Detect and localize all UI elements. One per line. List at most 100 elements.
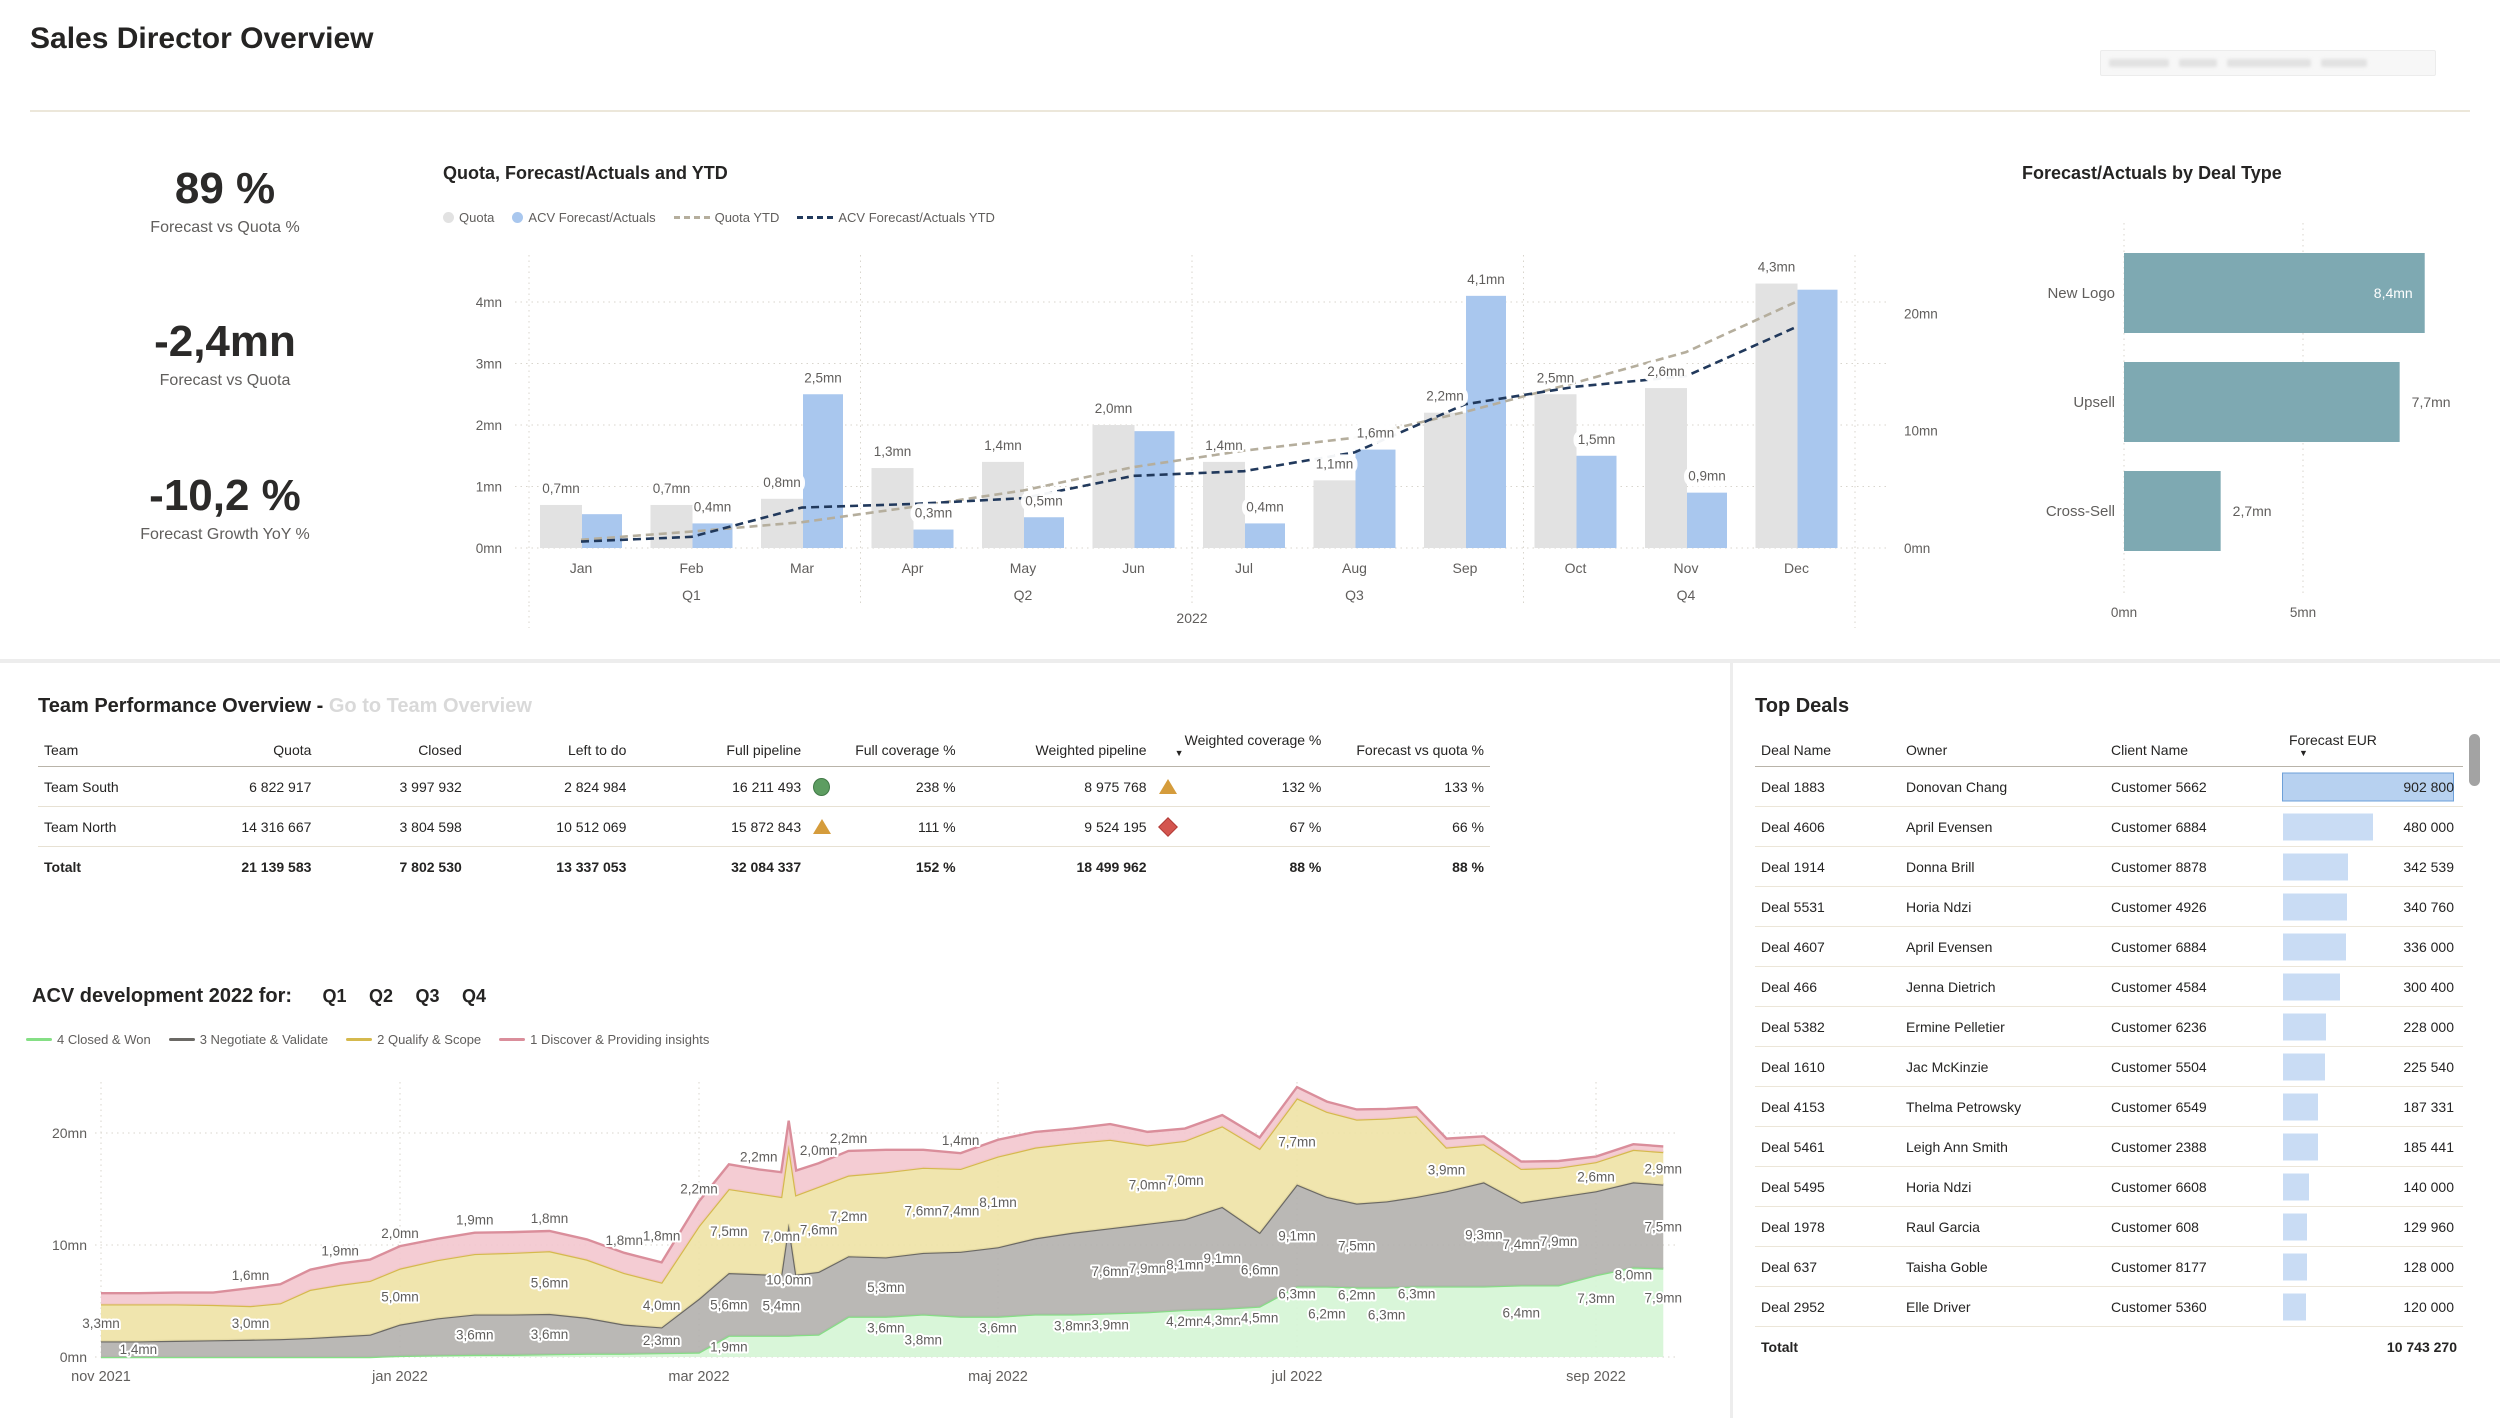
- legend-item-quota[interactable]: Quota: [443, 210, 494, 225]
- x-axis-tick: mar 2022: [668, 1369, 729, 1385]
- quota-bar-Jan[interactable]: [540, 504, 582, 548]
- top-deals-table[interactable]: Deal Name Owner Client Name Forecast EUR ▼ De…: [1755, 728, 2463, 1366]
- deal-bar-new-logo[interactable]: [2124, 253, 2425, 333]
- column-header-weighted-pipeline[interactable]: Weighted pipeline: [961, 728, 1153, 767]
- forecast-databar: [2283, 893, 2347, 920]
- deal-row-deal-5495[interactable]: Deal 5495 Horia Ndzi Customer 6608 140 000: [1755, 1166, 2463, 1207]
- legend-item-closed-won[interactable]: 4 Closed & Won: [26, 1032, 151, 1047]
- acv-bar-Jul[interactable]: [1245, 523, 1285, 548]
- column-header-left-to-do[interactable]: Left to do: [467, 728, 633, 767]
- svg-text:9,1mn: 9,1mn: [1278, 1228, 1316, 1243]
- blurred-filter-bar[interactable]: [2100, 50, 2436, 76]
- quota-bar-Dec[interactable]: [1755, 283, 1798, 548]
- quota-bar-Nov[interactable]: [1645, 388, 1687, 548]
- acv-bar-Oct[interactable]: [1576, 455, 1617, 548]
- quota-bar-Sep[interactable]: [1424, 412, 1466, 548]
- column-header-team[interactable]: Team: [38, 728, 165, 767]
- svg-text:7,9mn: 7,9mn: [1645, 1291, 1683, 1306]
- top-deals-table-wrap: Deal Name Owner Client Name Forecast EUR ▼ De…: [1755, 728, 2463, 1366]
- quota-bar-Jul[interactable]: [1203, 461, 1245, 548]
- tab-q2[interactable]: Q2: [369, 986, 394, 1006]
- team-performance-title: Team Performance Overview -: [38, 695, 329, 717]
- team-performance-table[interactable]: Team Quota Closed Left to do Full pipeline Fu…: [38, 728, 1490, 886]
- forecast-databar: [2283, 1053, 2325, 1080]
- acv-bar-Jun[interactable]: [1134, 431, 1175, 548]
- deal-row-deal-2952[interactable]: Deal 2952 Elle Driver Customer 5360 120 000: [1755, 1286, 2463, 1327]
- area-band-1[interactable]: [101, 1182, 1664, 1357]
- top-deals-scrollbar[interactable]: [2469, 734, 2480, 786]
- status-diamond-red-icon: [1157, 816, 1178, 837]
- svg-text:5,4mn: 5,4mn: [762, 1298, 800, 1313]
- quota-bar-Aug[interactable]: [1313, 480, 1356, 548]
- area-band-3[interactable]: [101, 1087, 1664, 1307]
- legend-item-acv-ytd[interactable]: ACV Forecast/Actuals YTD: [797, 210, 995, 225]
- quota-bar-May[interactable]: [982, 461, 1024, 548]
- column-header-forecast-vs-quota-[interactable]: Forecast vs quota %: [1327, 728, 1490, 767]
- team-total-row[interactable]: Totalt 21 139 583 7 802 530 13 337 053 32 08…: [38, 846, 1490, 886]
- y-axis-left-tick: 0mn: [476, 541, 502, 556]
- legend-item-qualify[interactable]: 2 Qualify & Scope: [346, 1032, 481, 1047]
- deal-row-deal-4606[interactable]: Deal 4606 April Evensen Customer 6884 480 0…: [1755, 806, 2463, 847]
- acv-bar-Dec[interactable]: [1797, 289, 1838, 548]
- column-header-weighted-coverage-[interactable]: Weighted coverage % ▼: [1152, 728, 1328, 767]
- deal-row-deal-1914[interactable]: Deal 1914 Donna Brill Customer 8878 342 539: [1755, 846, 2463, 887]
- deal-row-deal-1610[interactable]: Deal 1610 Jac McKinzie Customer 5504 225 54…: [1755, 1046, 2463, 1087]
- deal-row-deal-1978[interactable]: Deal 1978 Raul Garcia Customer 608 129 960: [1755, 1206, 2463, 1247]
- deal-row-deal-4607[interactable]: Deal 4607 April Evensen Customer 6884 336 0…: [1755, 926, 2463, 967]
- x-axis-tick: jul 2022: [1271, 1369, 1323, 1385]
- svg-text:2,2mn: 2,2mn: [740, 1149, 778, 1164]
- area-band-0[interactable]: [101, 1267, 1664, 1357]
- column-header-quota[interactable]: Quota: [165, 728, 318, 767]
- deal-type-chart[interactable]: 0mn 5mn New Logo 8,4mn Upsell 7,7mn Cross-Sell…: [2005, 195, 2497, 640]
- acv-bar-Mar[interactable]: [803, 394, 843, 548]
- acv-bar-May[interactable]: [1024, 517, 1064, 548]
- legend-item-quota-ytd[interactable]: Quota YTD: [673, 210, 779, 225]
- quota-bar-Jun[interactable]: [1092, 425, 1135, 548]
- acv-bar-Apr[interactable]: [913, 529, 954, 548]
- deal-row-deal-5531[interactable]: Deal 5531 Horia Ndzi Customer 4926 340 760: [1755, 886, 2463, 927]
- deal-row-deal-1883[interactable]: Deal 1883 Donovan Chang Customer 5662 902 8…: [1755, 766, 2463, 807]
- svg-text:8,0mn: 8,0mn: [1615, 1267, 1653, 1282]
- quota-bar-Oct[interactable]: [1534, 394, 1577, 548]
- deal-bar-upsell[interactable]: [2124, 362, 2400, 442]
- quota-bar-Feb[interactable]: [650, 504, 693, 548]
- y-axis-left-tick: 1mn: [476, 480, 502, 495]
- legend-item-negotiate[interactable]: 3 Negotiate & Validate: [168, 1032, 328, 1047]
- legend-item-discover[interactable]: 1 Discover & Providing insights: [499, 1032, 709, 1047]
- column-header-client-name[interactable]: Client Name: [2105, 728, 2283, 767]
- svg-text:0,9mn: 0,9mn: [1688, 469, 1726, 484]
- deal-row-deal-5382[interactable]: Deal 5382 Ermine Pelletier Customer 6236 22…: [1755, 1006, 2463, 1047]
- deal-row-deal-466[interactable]: Deal 466 Jenna Dietrich Customer 4584 300 4…: [1755, 966, 2463, 1007]
- quota-gridlines: [515, 255, 1890, 628]
- acv-bar-Nov[interactable]: [1687, 492, 1727, 548]
- kpi-label: Forecast vs Quota: [159, 372, 291, 390]
- acv-bar-Aug[interactable]: [1355, 449, 1396, 548]
- deal-row-deal-5461[interactable]: Deal 5461 Leigh Ann Smith Customer 2388 185…: [1755, 1126, 2463, 1167]
- column-header-closed[interactable]: Closed: [317, 728, 468, 767]
- svg-text:4,3mn: 4,3mn: [1758, 260, 1796, 275]
- area-band-2[interactable]: [101, 1098, 1664, 1342]
- deal-row-deal-4153[interactable]: Deal 4153 Thelma Petrowsky Customer 6549 18…: [1755, 1086, 2463, 1127]
- column-header-full-pipeline[interactable]: Full pipeline: [632, 728, 808, 767]
- tab-q1[interactable]: Q1: [322, 986, 347, 1006]
- acv-bar-Jan[interactable]: [582, 514, 622, 548]
- go-to-team-overview-link[interactable]: Go to Team Overview: [328, 695, 532, 717]
- y-axis-right-tick: 0mn: [1904, 541, 1930, 556]
- team-row-team-north[interactable]: Team North 14 316 667 3 804 598 10 512 069 1…: [38, 806, 1490, 847]
- acv-bar-Sep[interactable]: [1466, 295, 1506, 548]
- deal-row-deal-637[interactable]: Deal 637 Taisha Goble Customer 8177 128 000: [1755, 1246, 2463, 1287]
- column-header-owner[interactable]: Owner: [1900, 728, 2105, 767]
- legend-item-acv[interactable]: ACV Forecast/Actuals: [512, 210, 656, 225]
- svg-text:7,2mn: 7,2mn: [830, 1209, 868, 1224]
- svg-text:2,3mn: 2,3mn: [643, 1333, 681, 1348]
- column-header-forecast-eur[interactable]: Forecast EUR ▼: [2283, 728, 2463, 767]
- acv-development-chart[interactable]: 0mn 10mn 20mn nov 2021 jan 2022 mar 2022 maj 2…: [15, 1072, 1720, 1412]
- column-header-full-coverage-[interactable]: Full coverage %: [807, 728, 962, 767]
- quota-acv-bars[interactable]: [540, 283, 1838, 548]
- column-header-deal-name[interactable]: Deal Name: [1755, 728, 1900, 767]
- deal-bar-cross-sell[interactable]: [2124, 471, 2221, 551]
- team-row-team-south[interactable]: Team South 6 822 917 3 997 932 2 824 984 16 …: [38, 766, 1490, 807]
- tab-q3[interactable]: Q3: [415, 986, 440, 1006]
- tab-q4[interactable]: Q4: [461, 986, 486, 1006]
